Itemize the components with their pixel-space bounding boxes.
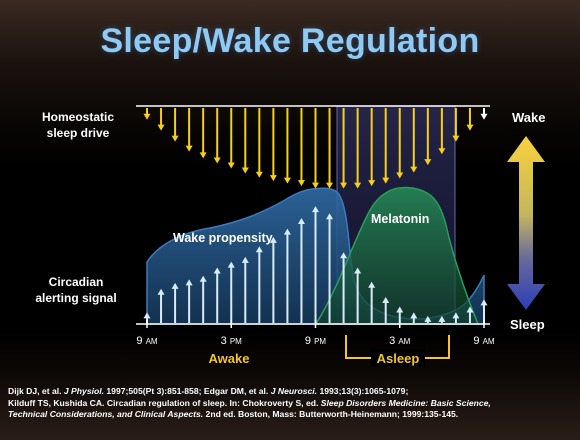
reference-line-3: Technical Considerations, and Clinical A… xyxy=(8,409,459,419)
drive-arrow xyxy=(283,108,291,184)
drive-arrow xyxy=(326,108,334,189)
homeostatic-label-line1: Homeostatic xyxy=(41,110,115,124)
signal-arrow xyxy=(283,228,291,323)
drive-arrow xyxy=(340,108,348,189)
signal-arrow xyxy=(424,315,432,323)
drive-arrow xyxy=(241,108,249,174)
drive-arrow xyxy=(424,108,432,166)
drive-arrow xyxy=(143,108,151,120)
time-axis-label: 9 AM xyxy=(136,335,158,347)
drive-arrow xyxy=(480,108,488,120)
sleep-label: Sleep xyxy=(510,317,545,332)
signal-arrow xyxy=(312,206,319,323)
signal-arrow xyxy=(480,299,488,323)
drive-arrow xyxy=(396,108,404,179)
awake-label: Awake xyxy=(209,351,250,366)
time-axis-label: 9 PM xyxy=(305,335,327,347)
homeostatic-drive-arrows xyxy=(143,108,488,189)
signal-arrow xyxy=(326,213,334,323)
drive-arrow xyxy=(354,108,362,189)
signal-arrow xyxy=(297,217,305,323)
circadian-alerting-signal-label: Circadian alerting signal xyxy=(16,274,136,306)
drive-arrow xyxy=(312,108,319,189)
wake-sleep-double-arrow-icon xyxy=(507,136,545,310)
time-axis-label: 3 AM xyxy=(389,335,411,347)
drive-arrow xyxy=(227,108,235,169)
drive-arrow xyxy=(368,108,376,187)
signal-arrow xyxy=(452,312,460,323)
circadian-label-line1: Circadian xyxy=(48,275,104,289)
signal-arrow xyxy=(241,256,249,323)
signal-arrow xyxy=(340,252,348,323)
drive-arrow xyxy=(269,108,277,182)
signal-arrow xyxy=(213,267,221,323)
drive-arrow xyxy=(171,108,179,142)
signal-arrow xyxy=(438,315,446,323)
time-axis-label: 9 AM xyxy=(473,335,495,347)
time-axis-ticks: 9 AM 3 PM 9 PM 3 AM 9 AM xyxy=(136,320,495,347)
signal-arrow xyxy=(410,312,418,323)
asleep-label: Asleep xyxy=(377,351,420,366)
circadian-alerting-arrows xyxy=(143,206,488,323)
reference-line-2: Kilduff TS, Kushida CA. Circadian regula… xyxy=(8,397,491,408)
wake-propensity-label: Wake propensity xyxy=(173,231,273,245)
homeostatic-label-line2: sleep drive xyxy=(46,126,110,140)
melatonin-label: Melatonin xyxy=(371,212,429,226)
wake-label: Wake xyxy=(512,110,546,125)
drive-arrow xyxy=(410,108,418,173)
page-title: Sleep/Wake Regulation xyxy=(100,22,480,60)
drive-arrow xyxy=(452,108,460,142)
asleep-bracket-gap xyxy=(371,349,425,367)
homeostatic-sleep-drive-label: Homeostatic sleep drive xyxy=(22,109,134,141)
drive-arrow xyxy=(157,108,165,131)
drive-arrow xyxy=(438,108,446,155)
drive-arrow xyxy=(185,108,193,152)
drive-arrow xyxy=(382,108,390,184)
references: Dijk DJ, et al. J Physiol. 1997;505(Pt 3… xyxy=(8,386,574,421)
signal-arrow xyxy=(227,261,235,323)
signal-arrow xyxy=(466,306,474,323)
drive-arrow xyxy=(255,108,263,178)
drive-arrow xyxy=(297,108,305,187)
reference-line-1: Dijk DJ, et al. J Physiol. 1997;505(Pt 3… xyxy=(8,386,409,396)
signal-arrow xyxy=(255,246,263,323)
time-axis-label: 3 PM xyxy=(221,335,243,347)
signal-arrow xyxy=(171,282,179,323)
melatonin-area xyxy=(314,186,480,325)
signal-arrow xyxy=(354,267,362,323)
signal-arrow xyxy=(269,236,277,323)
circadian-label-line2: alerting signal xyxy=(35,291,117,305)
drive-arrow xyxy=(213,108,221,164)
drive-arrow xyxy=(466,108,474,131)
signal-arrow xyxy=(157,288,165,323)
drive-arrow xyxy=(199,108,207,159)
signal-arrow xyxy=(199,275,207,323)
signal-arrow xyxy=(185,279,193,323)
signal-arrow xyxy=(368,281,376,323)
signal-arrow xyxy=(382,297,390,323)
